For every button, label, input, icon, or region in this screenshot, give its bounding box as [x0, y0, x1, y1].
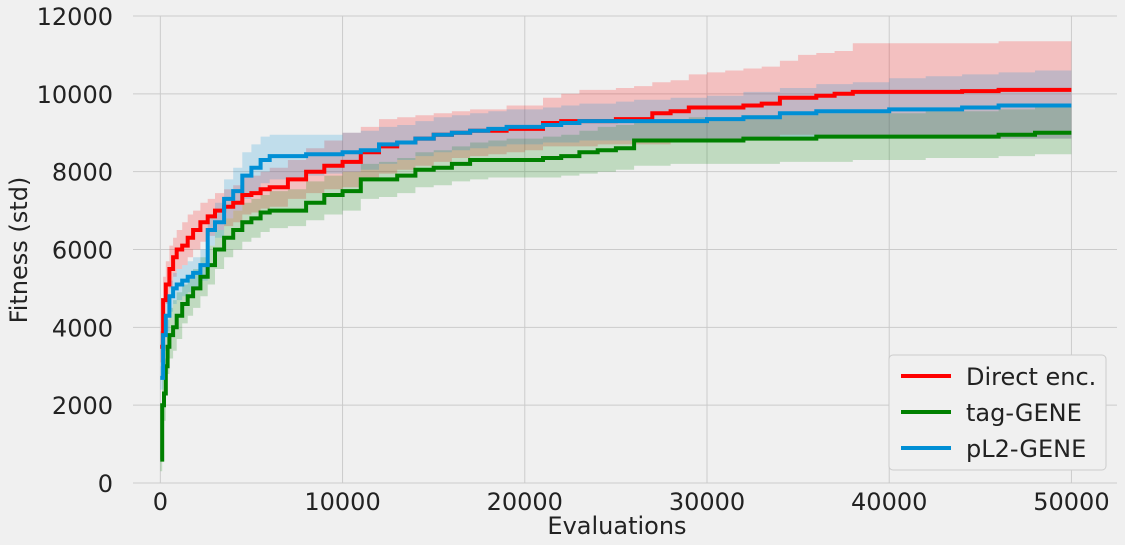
x-tick-labels: 0 10000 20000 30000 40000 50000 [153, 488, 1110, 516]
band-pl2-gene [160, 70, 1072, 390]
y-tick-label-4: 8000 [52, 159, 113, 187]
y-axis-label: Fitness (std) [5, 177, 33, 324]
grid-lines [133, 15, 1117, 484]
line-pl2-gene [160, 103, 1072, 380]
line-tag-gene [160, 130, 1072, 462]
legend-label-tag-gene: tag-GENE [966, 399, 1082, 427]
legend-label-pl2-gene: pL2-GENE [966, 435, 1086, 463]
legend: Direct enc. tag-GENE pL2-GENE [888, 354, 1107, 471]
x-tick-label-2: 20000 [487, 488, 563, 516]
y-tick-label-2: 4000 [52, 314, 113, 342]
y-tick-label-5: 10000 [37, 81, 113, 109]
y-tick-label-0: 0 [98, 470, 113, 498]
x-axis-label: Evaluations [547, 512, 686, 540]
band-direct-enc [160, 41, 1072, 363]
x-tick-label-1: 10000 [304, 488, 380, 516]
x-tick-label-3: 30000 [669, 488, 745, 516]
y-tick-labels: 0 2000 4000 6000 8000 10000 12000 [37, 3, 113, 498]
series-lines [160, 87, 1072, 462]
y-tick-label-1: 2000 [52, 392, 113, 420]
x-tick-label-4: 40000 [851, 488, 927, 516]
band-tag-gene [160, 107, 1072, 472]
y-tick-label-3: 6000 [52, 237, 113, 265]
legend-box [888, 354, 1107, 471]
x-tick-label-5: 50000 [1033, 488, 1109, 516]
std-bands [160, 41, 1072, 472]
y-tick-label-6: 12000 [37, 3, 113, 31]
legend-label-direct-enc: Direct enc. [966, 363, 1096, 391]
x-tick-label-0: 0 [153, 488, 168, 516]
